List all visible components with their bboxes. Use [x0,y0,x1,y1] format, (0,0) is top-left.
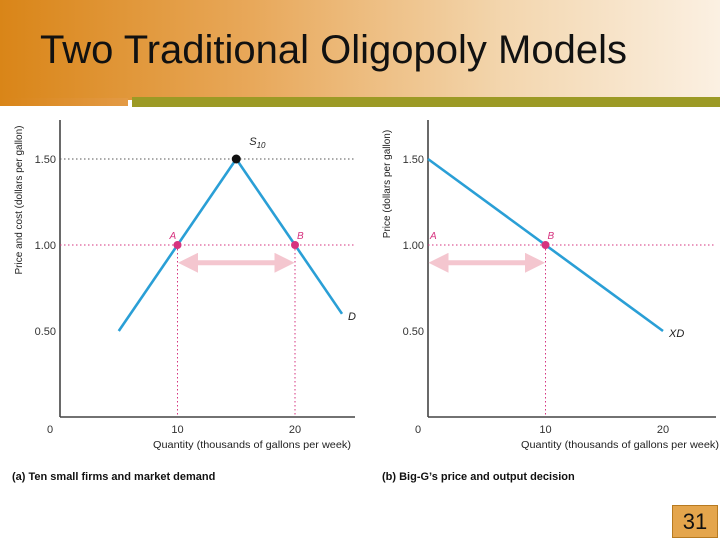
x-tick-label: 0 [415,424,421,436]
data-point [291,241,299,249]
y-tick-label: 0.50 [403,326,424,338]
x-tick-label: 10 [539,424,551,436]
panel-caption: (b) Big-G’s price and output decision [382,471,575,483]
series-label-s10: S10 [249,136,266,150]
slide-header [0,0,720,100]
point-label-b: B [297,231,304,242]
x-tick-label: 20 [657,424,669,436]
point-label-a: A [169,231,177,242]
page-number: 31 [682,508,708,534]
x-axis-label: Quantity (thousands of gallons per week) [153,439,351,451]
panel-caption: (a) Ten small firms and market demand [12,471,215,483]
point-label-a: A [429,231,437,242]
series-label-d: D [348,311,356,323]
y-tick-label: 1.00 [403,240,424,252]
panel-a: 0.50 1.00 1.50 0 10 20 Quantity (thousands of … [12,120,356,483]
slide-title: Two Traditional Oligopoly Models [40,28,627,72]
series-line-d [235,158,344,315]
x-axis-label: Quantity (thousands of gallons per week) [521,439,719,451]
series-label-xd: XD [668,328,684,340]
panel-b: 0.50 1.00 1.50 0 10 20 Quantity (thousands of … [382,120,719,483]
y-tick-label: 1.50 [35,154,56,166]
charts-area: 0.50 1.00 1.50 0 10 20 Quantity (thousands of … [12,120,719,483]
y-tick-label: 1.00 [35,240,56,252]
data-point [231,154,241,164]
data-point [541,241,550,249]
y-tick-label: 1.50 [403,154,424,166]
y-tick-label: 0.50 [35,326,56,338]
y-axis-label: Price (dollars per gallon) [382,130,393,238]
x-tick-label: 10 [171,424,183,436]
header-rule-orange [0,98,128,106]
x-tick-label: 20 [289,424,301,436]
point-label-b: B [548,231,555,242]
page-number-badge: 31 [672,505,718,538]
y-axis-label: Price and cost (dollars per gallon) [14,126,25,275]
data-point [173,241,182,249]
header-rule-olive [132,97,720,107]
x-tick-label: 0 [47,424,53,436]
